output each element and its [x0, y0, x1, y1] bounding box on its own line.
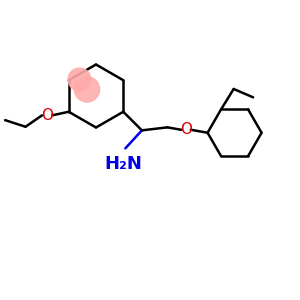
Text: O: O: [180, 122, 192, 137]
Circle shape: [74, 77, 100, 102]
Circle shape: [68, 68, 91, 91]
Text: O: O: [41, 108, 53, 123]
Text: H₂N: H₂N: [104, 155, 142, 173]
